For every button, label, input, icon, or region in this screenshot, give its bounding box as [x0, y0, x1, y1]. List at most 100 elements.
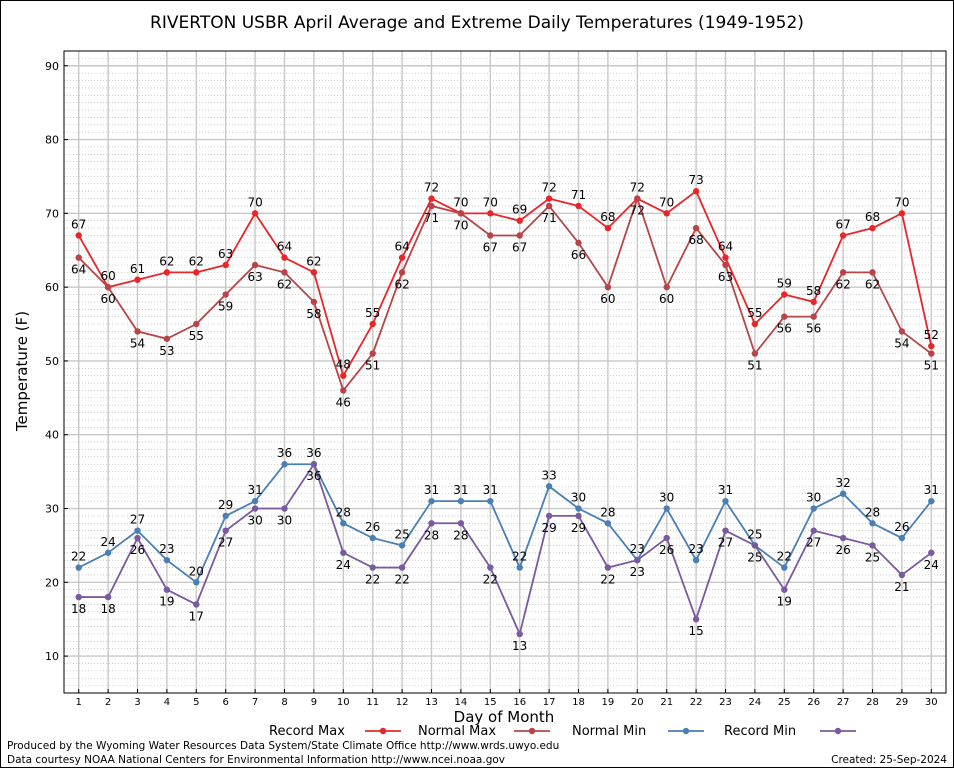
x-tick-label: 4	[164, 697, 170, 708]
normal-max-point	[398, 269, 406, 276]
record-max-line	[77, 189, 933, 378]
x-tick-label: 6	[223, 697, 229, 708]
normal-max-data-label: 51	[747, 359, 762, 373]
normal-max-point	[575, 239, 582, 247]
normal-min-data-label: 29	[218, 498, 233, 512]
normal-min-data-label: 31	[924, 483, 939, 497]
normal-max-point	[928, 350, 935, 357]
record-max-data-label: 62	[159, 254, 174, 268]
normal-max-data-label: 67	[512, 240, 527, 254]
x-tick-label: 11	[366, 697, 379, 708]
normal-min-data-label: 22	[512, 550, 527, 564]
normal-max-data-label: 60	[600, 292, 615, 306]
x-tick-label: 29	[896, 697, 909, 708]
normal-max-point	[369, 350, 376, 357]
normal-min-data-label: 23	[630, 542, 645, 556]
record-max-point	[193, 269, 200, 276]
normal-max-data-label: 63	[718, 270, 733, 284]
record-max-point	[281, 254, 288, 261]
normal-max-data-label: 54	[894, 336, 909, 350]
normal-min-data-label: 30	[806, 491, 821, 505]
x-tick-label: 3	[134, 697, 140, 708]
normal-max-line	[78, 195, 932, 393]
legend-label-normal-max: Normal Max	[418, 724, 496, 739]
normal-min-point	[545, 483, 553, 490]
record-max-data-label: 58	[806, 284, 821, 298]
record-max-point	[781, 291, 788, 298]
normal-max-data-label: 68	[688, 233, 703, 247]
record-min-data-label: 26	[130, 543, 145, 557]
normal-max-data-label: 56	[806, 322, 821, 336]
normal-min-point	[869, 520, 876, 527]
normal-max-data-label: 66	[571, 248, 586, 262]
x-tick-label: 22	[690, 697, 703, 708]
y-tick-label: 60	[45, 281, 59, 294]
normal-min-point	[193, 579, 200, 586]
x-tick-label: 26	[807, 697, 820, 708]
y-tick-label: 70	[45, 207, 59, 220]
normal-min-point	[575, 505, 582, 512]
normal-min-point	[663, 505, 670, 512]
normal-min-data-label: 22	[777, 550, 792, 564]
record-max-point	[75, 232, 82, 239]
normal-max-point	[751, 350, 759, 357]
record-min-point	[340, 549, 347, 556]
record-max-data-label: 64	[718, 240, 733, 254]
normal-max-point	[898, 328, 906, 335]
record-max-data-label: 62	[189, 254, 204, 268]
record-min-data-label: 17	[189, 609, 204, 623]
normal-min-data-label: 36	[306, 446, 321, 460]
legend-label-record-max: Record Max	[269, 724, 345, 739]
x-tick-label: 18	[572, 697, 585, 708]
normal-min-data-label: 31	[453, 483, 468, 497]
normal-min-line	[78, 463, 933, 584]
x-tick-label: 24	[749, 697, 762, 708]
record-max-data-label: 61	[130, 262, 145, 276]
record-min-point	[163, 586, 171, 593]
record-min-data-label: 18	[71, 602, 86, 616]
record-max-point	[839, 232, 847, 239]
record-max-point	[516, 217, 523, 224]
x-tick-label: 9	[311, 697, 317, 708]
normal-min-point	[810, 505, 817, 512]
record-min-point	[751, 542, 759, 549]
record-min-point	[634, 556, 641, 564]
footer-produced-by: Produced by the Wyoming Water Resources …	[7, 740, 559, 752]
normal-min-data-label: 32	[835, 476, 850, 490]
normal-max-data-label: 70	[453, 218, 468, 232]
x-tick-label: 13	[425, 697, 438, 708]
legend-label-normal-min: Normal Min	[572, 724, 646, 739]
record-min-data-label: 26	[659, 543, 674, 557]
record-max-data-label: 72	[541, 181, 556, 195]
normal-max-point	[839, 269, 847, 276]
footer-data-courtesy: Data courtesy NOAA National Centers for …	[7, 754, 505, 766]
normal-min-point	[134, 527, 141, 534]
normal-min-point	[222, 512, 229, 520]
normal-min-data-label: 28	[865, 505, 880, 519]
record-min-point	[457, 520, 465, 527]
x-tick-label: 20	[631, 697, 644, 708]
record-max-point	[722, 254, 729, 261]
normal-min-data-label: 36	[277, 446, 292, 460]
normal-min-point	[692, 556, 700, 564]
record-min-point	[516, 630, 523, 638]
y-tick-label: 40	[45, 429, 59, 442]
record-min-point	[428, 520, 435, 527]
normal-max-point	[428, 202, 435, 210]
record-min-data-label: 30	[277, 514, 292, 528]
normal-min-data-label: 26	[365, 520, 380, 534]
record-min-point	[310, 461, 318, 468]
normal-max-data-label: 60	[100, 292, 115, 306]
normal-max-point	[869, 269, 876, 276]
record-min-data-label: 19	[777, 595, 792, 609]
normal-min-point	[281, 461, 288, 468]
record-min-point	[781, 586, 788, 593]
normal-max-data-label: 51	[924, 359, 939, 373]
record-min-data-label: 19	[159, 595, 174, 609]
normal-max-point	[487, 232, 494, 239]
normal-max-point	[251, 261, 259, 269]
normal-min-point	[516, 564, 523, 571]
record-max-data-label: 67	[835, 217, 850, 231]
record-max-data-label: 64	[394, 240, 409, 254]
normal-min-point	[457, 497, 465, 505]
